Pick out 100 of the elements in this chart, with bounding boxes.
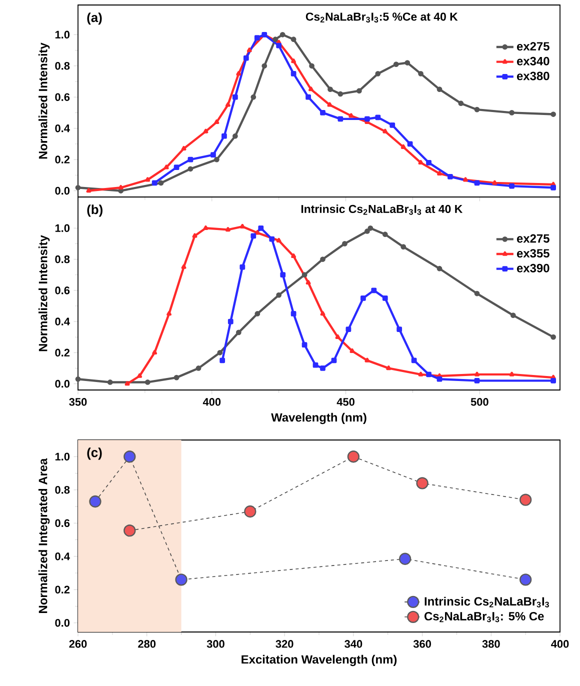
point <box>225 227 230 232</box>
point <box>328 86 333 92</box>
point <box>400 144 406 149</box>
point <box>492 180 498 185</box>
y-tick-label: 0.0 <box>55 186 70 195</box>
x-tick-label: 450 <box>336 398 354 406</box>
point <box>550 334 556 340</box>
x-tick-label: 280 <box>138 640 156 648</box>
y-tick-label: 0.8 <box>55 255 70 264</box>
y-axis-title: Normalized Integrated Area <box>38 458 50 613</box>
point <box>222 133 227 139</box>
point <box>335 334 340 339</box>
legend-label: ex380 <box>516 72 550 80</box>
point <box>371 288 377 294</box>
x-tick-label: 260 <box>69 640 87 648</box>
point <box>86 188 92 193</box>
point <box>416 477 428 490</box>
point <box>262 63 268 69</box>
point <box>192 233 198 238</box>
point <box>509 183 514 189</box>
point <box>107 380 113 385</box>
point <box>175 574 188 586</box>
point <box>474 106 480 112</box>
point <box>236 330 242 336</box>
point <box>520 494 532 506</box>
point <box>364 358 370 362</box>
point <box>214 119 220 124</box>
point <box>368 225 374 231</box>
y-axis-title: Normalized Intensity <box>38 42 50 159</box>
point <box>375 114 381 120</box>
legend-label: ex355 <box>516 249 550 258</box>
y-tick-label: 0.4 <box>55 124 70 132</box>
point <box>437 170 442 176</box>
y-tick-label: 0.6 <box>55 519 70 528</box>
point <box>426 372 432 378</box>
legend-label: ex340 <box>516 56 550 66</box>
y-tick-label: 1.0 <box>55 224 70 232</box>
point <box>309 63 314 69</box>
text: Cs$_{2}$NaLaBr$_{3}$I$_{3}$:5 %Ce at 40 K <box>306 12 458 22</box>
point <box>338 91 344 97</box>
point <box>244 505 256 518</box>
point <box>291 58 296 64</box>
point <box>312 362 318 368</box>
point <box>396 326 402 332</box>
point <box>411 358 417 364</box>
point <box>348 113 354 118</box>
point <box>474 180 480 186</box>
point <box>320 256 326 262</box>
point <box>291 253 296 258</box>
point <box>463 177 468 182</box>
point <box>152 350 158 355</box>
y-tick-label: 0.2 <box>55 586 70 594</box>
point <box>346 326 352 332</box>
point <box>509 110 514 116</box>
y-tick-label: 1.0 <box>55 452 70 461</box>
point <box>258 225 264 231</box>
point <box>250 233 256 239</box>
x-tick-label: 360 <box>413 640 431 648</box>
point <box>320 311 326 316</box>
y-tick-label: 0.2 <box>55 348 70 357</box>
legend-label: ex390 <box>516 264 550 272</box>
y-tick-label: 0.4 <box>55 552 70 560</box>
point <box>347 450 360 463</box>
point <box>327 102 332 107</box>
point <box>393 62 399 68</box>
y-tick-label: 0.0 <box>55 618 70 627</box>
point <box>436 376 442 382</box>
point <box>342 241 348 246</box>
point <box>174 164 180 170</box>
point <box>458 100 464 106</box>
point <box>382 232 388 238</box>
point <box>118 184 124 190</box>
point <box>166 311 172 316</box>
point <box>407 141 413 147</box>
y-tick-label: 0.4 <box>55 318 70 326</box>
x-axis-title: Excitation Wavelength (nm) <box>242 654 397 666</box>
point <box>243 55 249 61</box>
point <box>550 378 556 384</box>
y-tick-label: 1.0 <box>55 30 70 39</box>
point <box>436 86 442 92</box>
point <box>509 372 514 376</box>
point <box>272 36 278 42</box>
text: Intrinsic Cs$_{2}$NaLaBr$_{3}$I$_{3}$ at 40 K <box>301 204 463 215</box>
point <box>225 102 230 107</box>
legend-label: ex275 <box>516 234 550 243</box>
point <box>181 146 186 150</box>
point <box>217 350 223 356</box>
x-tick-label: 300 <box>206 640 224 648</box>
y-tick-label: 0.0 <box>55 380 70 388</box>
point <box>203 128 208 134</box>
point <box>474 290 480 296</box>
point <box>320 110 326 116</box>
y-tick-label: 0.8 <box>55 486 70 494</box>
point <box>520 574 532 586</box>
point <box>364 116 370 122</box>
point <box>196 366 202 371</box>
x-tick-label: 380 <box>482 640 500 648</box>
point <box>276 238 282 242</box>
point <box>75 184 81 190</box>
point <box>220 358 226 364</box>
